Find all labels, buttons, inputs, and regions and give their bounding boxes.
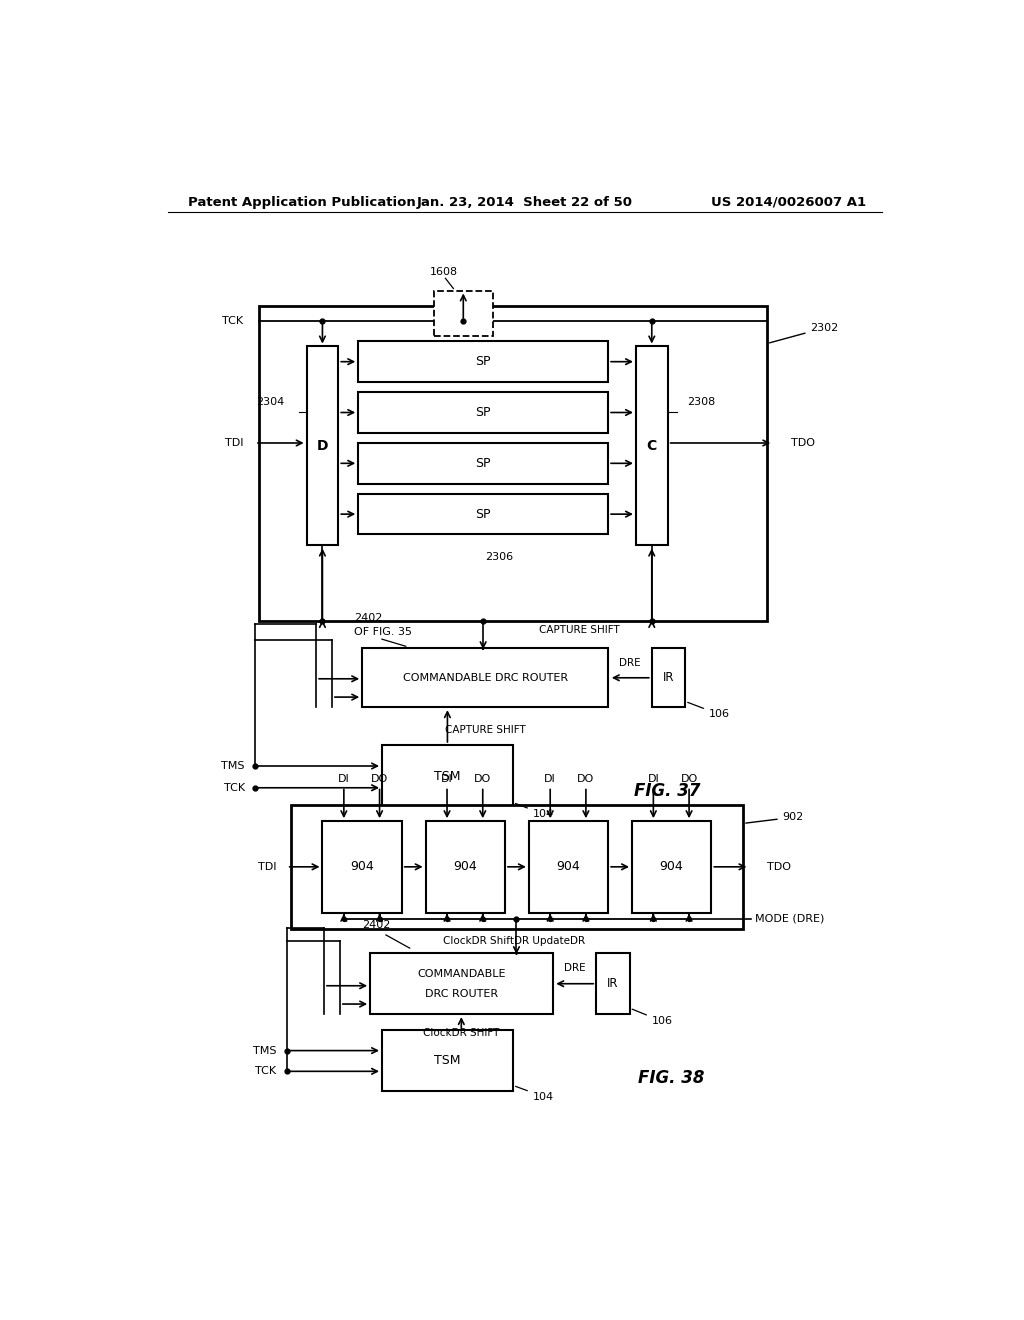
- Text: CAPTURE SHIFT: CAPTURE SHIFT: [539, 624, 620, 635]
- Text: DO: DO: [371, 775, 388, 784]
- Text: 904: 904: [350, 861, 374, 874]
- Bar: [370, 953, 553, 1014]
- Text: DI: DI: [441, 775, 453, 784]
- Text: 2402: 2402: [362, 920, 390, 929]
- Bar: [259, 306, 767, 620]
- Text: CAPTURE SHIFT: CAPTURE SHIFT: [444, 725, 525, 735]
- Bar: [632, 821, 712, 912]
- Text: 106: 106: [688, 702, 730, 719]
- Text: TDI: TDI: [224, 438, 243, 447]
- Text: IR: IR: [663, 672, 674, 684]
- Text: 104: 104: [515, 804, 554, 818]
- Text: 104: 104: [515, 1086, 554, 1102]
- Bar: [636, 346, 668, 545]
- Bar: [323, 821, 401, 912]
- Text: TCK: TCK: [222, 315, 243, 326]
- Text: DO: DO: [578, 775, 595, 784]
- Text: DRC ROUTER: DRC ROUTER: [425, 989, 498, 999]
- Bar: [362, 648, 608, 708]
- Text: 904: 904: [659, 861, 683, 874]
- Text: 1608: 1608: [430, 267, 458, 277]
- Text: DRE: DRE: [563, 964, 585, 973]
- Text: DRE: DRE: [620, 659, 641, 668]
- Bar: [382, 1031, 513, 1092]
- Bar: [358, 444, 608, 483]
- Text: 2306: 2306: [485, 552, 513, 562]
- Text: MODE (DRE): MODE (DRE): [755, 913, 824, 924]
- Text: D: D: [316, 438, 328, 453]
- Bar: [433, 290, 494, 337]
- Text: 2308: 2308: [687, 397, 716, 407]
- Bar: [358, 392, 608, 433]
- Text: FIG. 37: FIG. 37: [635, 781, 700, 800]
- Text: 904: 904: [454, 861, 477, 874]
- Text: FIG. 38: FIG. 38: [638, 1069, 705, 1088]
- Bar: [426, 821, 505, 912]
- Bar: [358, 342, 608, 381]
- Text: COMMANDABLE DRC ROUTER: COMMANDABLE DRC ROUTER: [402, 673, 567, 682]
- Text: TMS: TMS: [253, 1045, 276, 1056]
- Text: SP: SP: [475, 407, 490, 418]
- Text: TCK: TCK: [255, 1067, 276, 1076]
- Text: DI: DI: [338, 775, 350, 784]
- Text: SP: SP: [475, 508, 490, 520]
- Text: OF FIG. 35: OF FIG. 35: [354, 627, 413, 638]
- Bar: [652, 648, 685, 708]
- Text: US 2014/0026007 A1: US 2014/0026007 A1: [711, 195, 866, 209]
- Text: TMS: TMS: [221, 762, 245, 771]
- Text: 902: 902: [745, 812, 804, 824]
- Bar: [528, 821, 608, 912]
- Text: DI: DI: [647, 775, 659, 784]
- Text: TDO: TDO: [767, 862, 791, 871]
- Bar: [306, 346, 338, 545]
- Text: Jan. 23, 2014  Sheet 22 of 50: Jan. 23, 2014 Sheet 22 of 50: [417, 195, 633, 209]
- Text: COMMANDABLE: COMMANDABLE: [417, 969, 506, 978]
- Text: TDO: TDO: [791, 438, 815, 447]
- Bar: [291, 805, 743, 929]
- Text: DO: DO: [681, 775, 697, 784]
- Text: SP: SP: [475, 355, 490, 368]
- Text: TDI: TDI: [258, 862, 276, 871]
- Text: 2304: 2304: [256, 397, 285, 407]
- Text: 2402: 2402: [354, 612, 383, 623]
- Bar: [382, 744, 513, 809]
- Bar: [358, 494, 608, 535]
- Text: IR: IR: [607, 977, 618, 990]
- Text: SP: SP: [475, 457, 490, 470]
- Text: TSM: TSM: [434, 771, 461, 783]
- Text: 106: 106: [632, 1010, 673, 1027]
- Text: TCK: TCK: [223, 783, 245, 793]
- Text: DO: DO: [474, 775, 492, 784]
- Bar: [596, 953, 630, 1014]
- Text: DI: DI: [545, 775, 556, 784]
- Text: 904: 904: [557, 861, 581, 874]
- Text: TSM: TSM: [434, 1055, 461, 1068]
- Text: ClockDR SHIFT: ClockDR SHIFT: [423, 1027, 500, 1038]
- Text: ClockDR ShiftDR UpdateDR: ClockDR ShiftDR UpdateDR: [443, 936, 585, 946]
- Text: C: C: [646, 438, 657, 453]
- Text: 2302: 2302: [769, 323, 839, 343]
- Text: Patent Application Publication: Patent Application Publication: [187, 195, 416, 209]
